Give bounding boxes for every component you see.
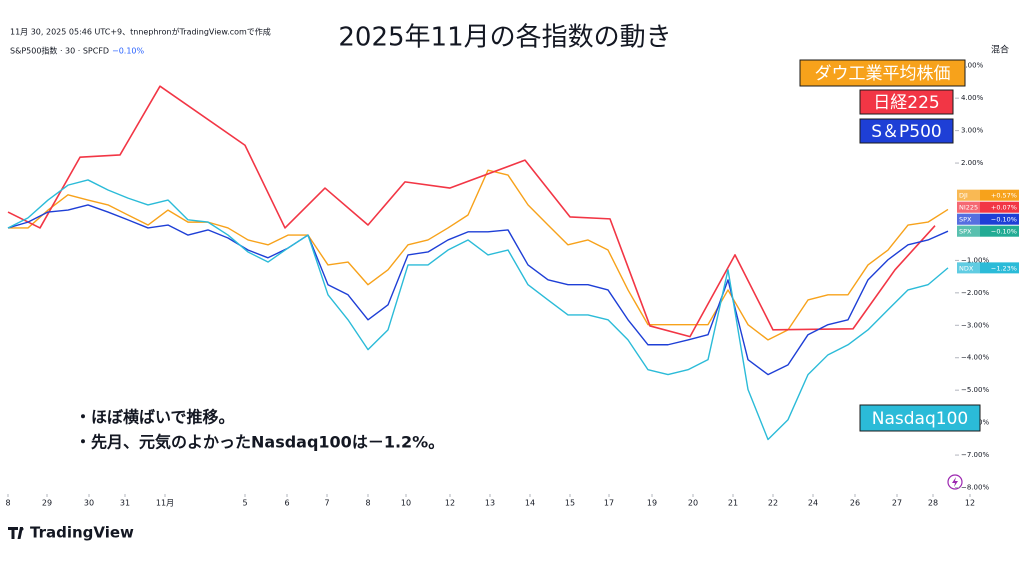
y-tick-label: 4.00% [961,94,984,102]
alert-icon [947,474,963,490]
x-tick-label: 24 [808,499,818,508]
legend-box [859,118,954,144]
x-tick-label: 20 [688,499,698,508]
legend-box [859,89,954,115]
x-tick-label: 31 [120,499,130,508]
price-tag-symbol-bg [957,262,980,274]
y-tick-label: −2.00% [961,289,989,297]
brand: TradingView [30,524,134,542]
y-tick-label: −7.00% [961,451,989,459]
logo-mark [8,527,23,539]
mode: 混合 [991,44,1009,56]
alert-bolt [952,477,958,487]
x-tick-label: 21 [728,499,738,508]
x-tick-label: 27 [892,499,902,508]
price-tag-symbol: NDX [959,264,974,272]
annotation: ・ほぼ横ばいで推移。 [75,408,235,427]
y-tick-label: −5.00% [961,386,989,394]
price-tag-symbol: DJI [959,192,968,200]
price-tag-symbol-bg [957,225,980,237]
legend-box [799,59,966,87]
x-tick-label: 15 [565,499,575,508]
legend-label: Nasdaq100 [872,409,968,429]
annotation: ・先月、元気のよかったNasdaq100は－1.2%。 [75,433,444,452]
series-line [7,204,949,376]
symbol-info: S&P500指数 · 30 · SPCFD [10,46,109,56]
x-tick-label: 13 [485,499,495,508]
price-tag-symbol-bg [957,201,980,213]
x-tick-label: 28 [928,499,938,508]
price-tag [957,213,1019,225]
x-tick-label: 7 [324,499,329,508]
y-tick-label: −3.00% [961,321,989,329]
chart-title: 2025年11月の各指数の動き [338,23,671,53]
x-tick-label: 11月 [156,499,174,508]
price-tag-symbol: SPX [959,228,972,236]
x-tick-label: 26 [850,499,860,508]
x-tick-label: 12 [965,499,975,508]
price-tag-symbol-bg [957,213,980,225]
price-tag [957,225,1019,237]
x-tick-label: 14 [525,499,535,508]
x-tick-label: 10 [401,499,411,508]
price-tag-label: −1.23% [991,264,1017,272]
price-tag-label: +0.07% [991,204,1017,212]
x-tick-label: 17 [604,499,614,508]
legend-box [859,404,981,432]
y-tick-label: −8.00% [961,484,989,492]
series-line [8,169,949,341]
x-tick-label: 12 [445,499,455,508]
price-tag-symbol-bg [957,189,980,201]
brand-logo [8,527,24,539]
price-tag [957,262,1019,274]
legend-label: 日経225 [873,93,939,113]
price-tag [957,201,1019,213]
logo-dot [20,527,24,531]
y-tick-label: −4.00% [961,354,989,362]
price-tag [957,189,1019,201]
price-tag-symbol: SPX [959,216,972,224]
price-tag-label: −0.10% [991,228,1017,236]
price-tag-label: +0.57% [991,192,1017,200]
legend-label: S＆P500 [871,122,942,142]
x-tick-label: 30 [84,499,94,508]
price-tag-label: −0.10% [991,216,1017,224]
symbol-change: −0.10% [112,47,145,56]
y-tick-label: 3.00% [961,127,984,135]
price-tag-symbol: NI225 [959,204,978,212]
x-tick-label: 29 [42,499,52,508]
series-line [7,85,936,338]
y-tick-label: 2.00% [961,159,984,167]
series-line [7,179,949,441]
legend-label: ダウ工業平均株価 [815,64,951,84]
credit: 11月 30, 2025 05:46 UTC+9、tnnephronがTradi… [10,27,271,37]
x-tick-label: 6 [284,499,289,508]
y-tick-label: 5.00% [961,62,984,70]
x-tick-label: 19 [647,499,657,508]
x-tick-label: 8 [5,499,10,508]
y-tick-label: −1.00% [961,256,989,264]
x-tick-label: 8 [365,499,370,508]
x-tick-label: 22 [768,499,778,508]
x-tick-label: 5 [242,499,247,508]
